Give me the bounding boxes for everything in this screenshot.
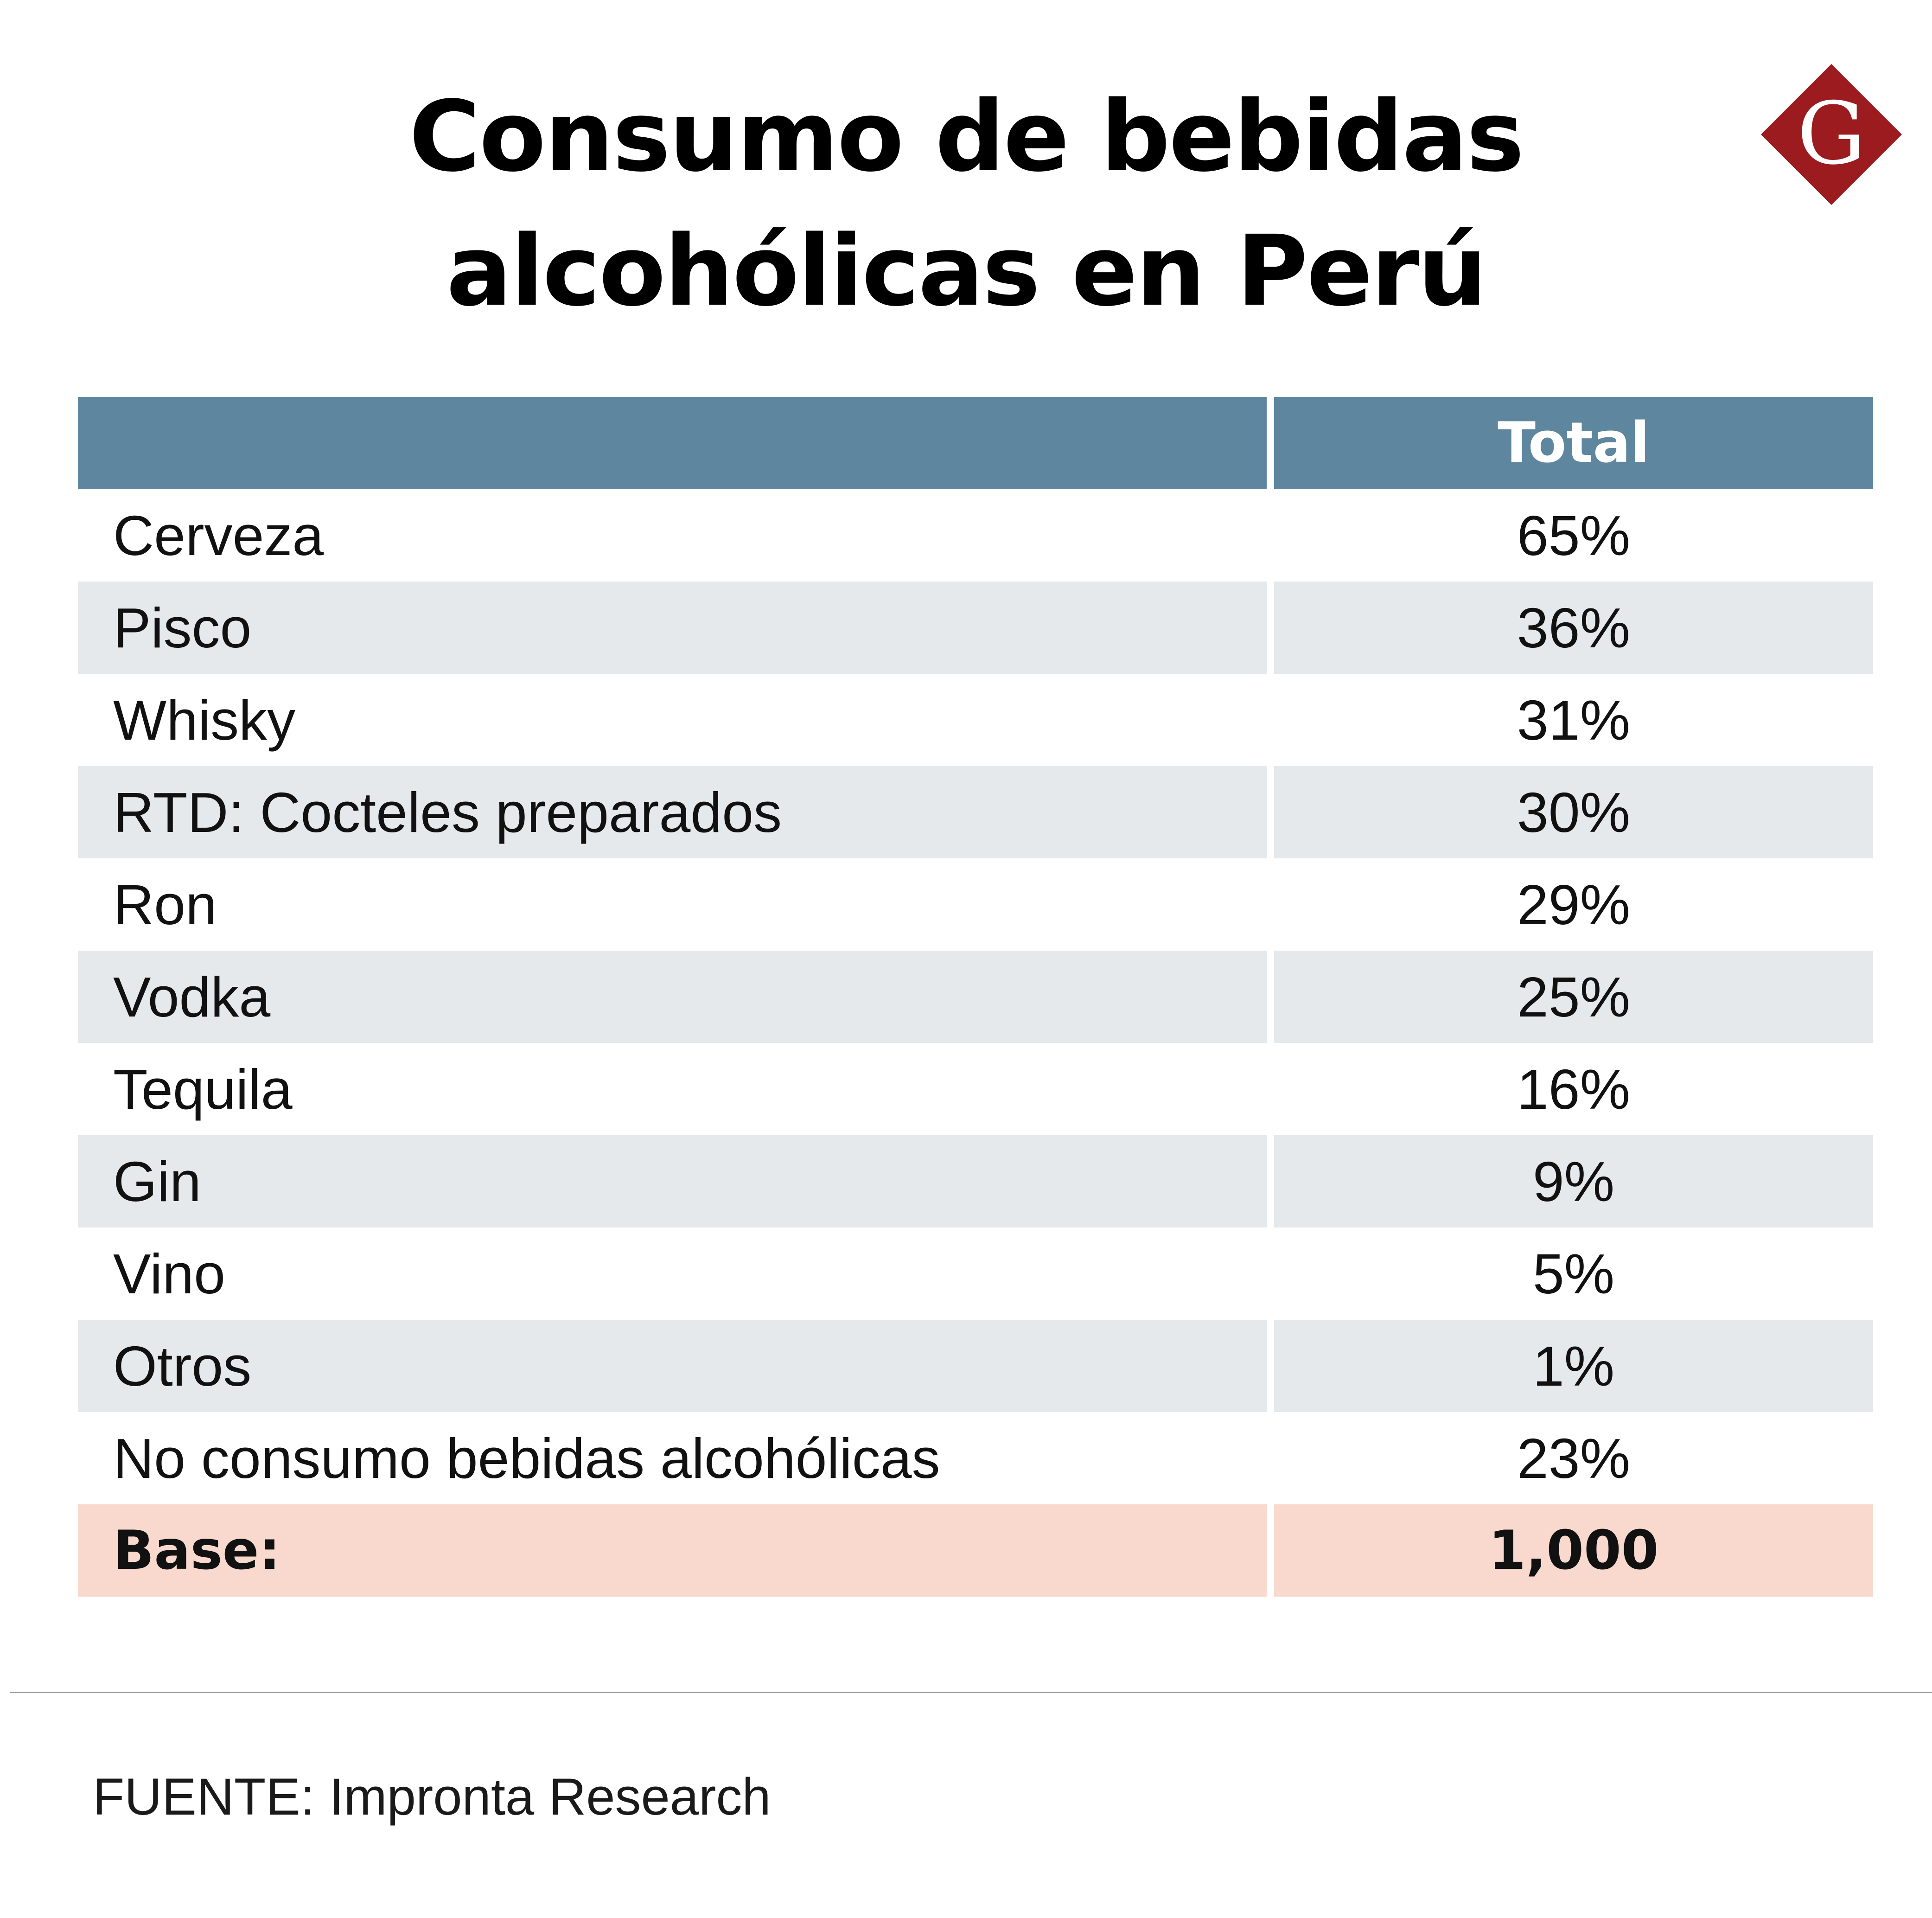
table-row: No consumo bebidas alcohólicas 23% [78,1412,1873,1504]
row-value-cell: 5% [1532,1242,1615,1305]
row-value-cell: 16% [1517,1057,1631,1121]
table-row: Vino 5% [78,1228,1873,1320]
logo-diamond [1761,64,1902,205]
footer-divider [10,1692,1932,1693]
table-base-row: Base: 1,000 [78,1504,1873,1597]
header-total-cell: Total [1274,397,1873,489]
row-label-cell: Whisky [113,688,296,752]
table-row: Tequila 16% [78,1043,1873,1135]
header-label-cell [78,397,1267,489]
table-row: Otros 1% [78,1320,1873,1412]
data-table: Total Cerveza 65% Pisco 36% Whisky 31% RTD: Co… [78,397,1873,1597]
row-label-cell: Vino [113,1242,225,1305]
row-value-cell: 1% [1274,1320,1873,1412]
logo-letter: G [1797,83,1866,184]
row-value-cell: 30% [1274,766,1873,858]
row-value-cell: 25% [1274,951,1873,1043]
base-value-cell: 1,000 [1274,1504,1873,1597]
row-label-cell: No consumo bebidas alcohólicas [113,1426,940,1490]
table-body: Cerveza 65% Pisco 36% Whisky 31% RTD: Cocteles… [78,489,1873,1504]
row-value-cell: 31% [1517,688,1631,752]
row-label-cell: Vodka [78,951,1267,1043]
table-row: Gin 9% [78,1135,1873,1228]
source-note: FUENTE: Impronta Research [93,1768,771,1826]
base-label-cell: Base: [78,1504,1267,1597]
row-label-cell: Tequila [113,1057,293,1121]
title-line-2: alcohólicas en Perú [446,214,1487,328]
brand-logo-icon: G [1761,64,1902,205]
row-label-cell: Cerveza [113,504,324,567]
title-line-1: Consumo de bebidas [409,80,1524,193]
row-value-cell: 36% [1274,582,1873,674]
row-label-cell: Pisco [78,582,1267,674]
table-row: Ron 29% [78,858,1873,951]
table-header-row: Total [78,397,1873,489]
row-label-cell: Otros [78,1320,1267,1412]
chart-title: Consumo de bebidas alcohólicas en Perú [0,70,1932,339]
table-row: Cerveza 65% [78,489,1873,582]
table-row: Whisky 31% [78,674,1873,766]
row-label-cell: Ron [113,873,217,936]
row-value-cell: 9% [1274,1135,1873,1228]
row-value-cell: 29% [1517,873,1631,936]
row-label-cell: RTD: Cocteles preparados [78,766,1267,858]
row-value-cell: 23% [1517,1426,1631,1490]
row-value-cell: 65% [1517,504,1631,567]
table-row: Vodka 25% [78,951,1873,1043]
row-label-cell: Gin [78,1135,1267,1228]
table-row: RTD: Cocteles preparados 30% [78,766,1873,858]
table-row: Pisco 36% [78,582,1873,674]
